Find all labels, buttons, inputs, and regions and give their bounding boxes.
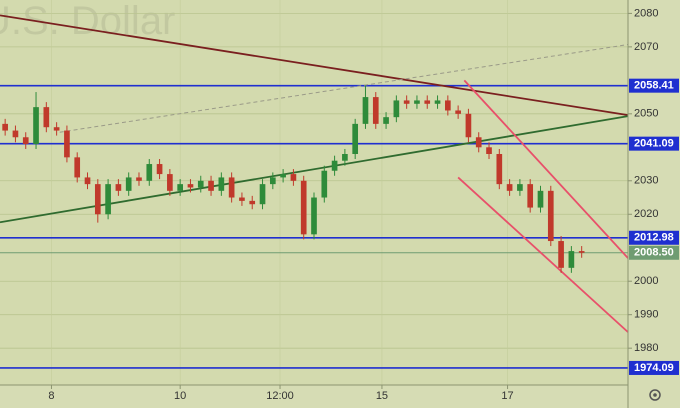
candle-body [362,97,369,124]
y-tick-label: 2070 [634,41,658,53]
y-tick-label: 1990 [634,309,658,321]
candle-body [352,123,359,154]
candle-body [33,107,39,144]
candle-body [568,251,575,268]
x-tick-label: 10 [174,390,186,402]
candle-body [321,170,328,198]
candle-body [156,164,163,175]
candle-body [486,147,492,154]
candle-body [94,184,101,215]
candle-body [383,117,389,124]
candle-body [403,100,410,104]
x-tick-label: 15 [376,390,388,402]
candle-body [208,180,214,191]
settings-gear[interactable] [649,389,661,401]
price-level-tag [629,360,679,375]
price-level-tag [629,78,679,93]
candle-body [105,184,111,215]
candle-body [434,100,441,104]
watermark: U.S. Dollar [0,0,175,43]
candle-body [125,177,132,191]
candle-body [537,190,544,208]
price-level-label: 2058.41 [634,80,674,92]
trend-line [457,176,629,333]
candle-body [64,130,70,158]
trend-line [59,44,629,133]
price-level-tag [629,245,679,260]
y-tick-label: 1980 [634,342,658,354]
trend-line [0,115,629,224]
candle-body [12,130,19,138]
candle-body [115,184,122,191]
candle-body [218,177,225,191]
candle-body [146,164,153,181]
candle-body [578,251,585,253]
grid [0,0,628,385]
y-tick-label: 2000 [634,275,658,287]
candle-body [372,97,379,124]
candle-body [269,177,276,185]
candle-body [187,184,194,188]
candle-body [197,180,204,188]
candle-body [43,107,50,128]
price-level-label: 1974.09 [634,362,674,374]
price-level-label: 2008.50 [634,247,674,259]
candle-body [177,184,183,191]
candle-body [342,154,348,161]
candle-body [239,197,245,201]
x-axis-background [0,385,628,408]
price-level-label: 2012.98 [634,232,674,244]
candle-body [517,184,523,191]
candle-body [445,100,451,111]
candle-body [475,137,482,148]
candle-body [280,174,286,178]
candle-body [496,154,503,185]
x-tick-label: 12:00 [266,390,294,402]
candle-body [53,127,60,131]
candle-body [167,174,173,191]
candle-body [506,184,513,191]
candle-body [455,110,461,114]
x-tick-label: 8 [48,390,54,402]
candle-body [136,177,142,181]
candle-body [414,100,420,104]
candle-body [2,123,8,131]
candle-body [259,184,266,205]
candle-body [228,177,235,198]
price-level-label: 2041.09 [634,138,674,150]
candle-body [465,113,472,138]
candle-body [527,184,534,208]
candle-body [74,157,81,178]
x-tick-label: 17 [501,390,513,402]
settings-gear-center[interactable] [653,393,657,397]
candle-body [547,190,554,242]
candle-body [84,177,91,185]
plot [0,14,629,369]
candle-body [393,100,400,118]
candle-body [424,100,431,104]
candle-body [331,160,338,171]
candle-body [249,200,256,205]
candle-body [290,174,297,181]
price-level-tag [629,230,679,245]
y-tick-label: 2020 [634,208,658,220]
axes: 1980 1990 2000 2020 2030 2050 2070 2080 8 10 12:00… [48,7,679,402]
y-tick-label: 2050 [634,108,658,120]
y-tick-label: 2080 [634,7,658,19]
price-level-tag [629,136,679,151]
candle-body [300,180,307,235]
candle-body [558,241,564,268]
settings-icon[interactable] [649,389,661,401]
y-tick-label: 2030 [634,175,658,187]
candle-body [22,137,29,144]
y-axis-background [628,0,680,408]
trend-line [463,79,629,259]
trend-line [0,14,629,117]
candle-body [311,197,317,235]
